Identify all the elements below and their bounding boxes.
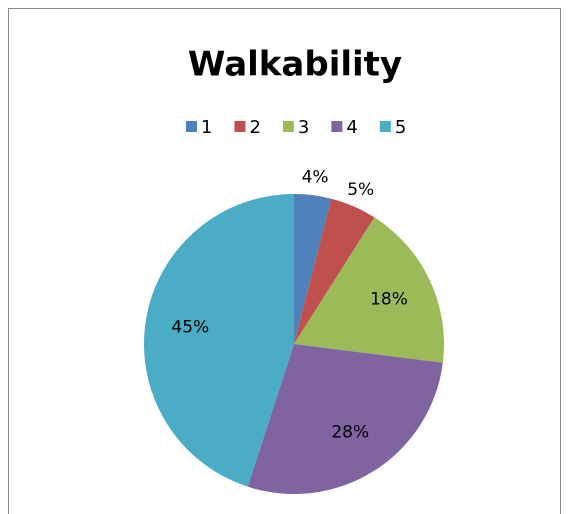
data-label: 18% xyxy=(370,289,408,309)
data-label: 4% xyxy=(302,167,329,187)
legend-label: 3 xyxy=(298,117,309,138)
legend-swatch xyxy=(331,121,343,132)
legend-swatch xyxy=(282,121,294,132)
legend-label: 2 xyxy=(249,117,260,138)
data-label: 28% xyxy=(331,423,369,443)
pie-slice xyxy=(143,194,294,487)
data-label: 45% xyxy=(171,318,209,338)
chart-title: Walkability xyxy=(188,45,402,85)
legend-label: 5 xyxy=(395,117,406,138)
legend-label: 4 xyxy=(346,117,357,138)
legend-label: 1 xyxy=(201,117,212,138)
pie-slice xyxy=(247,344,443,494)
pie-slice xyxy=(294,194,332,344)
legend-swatch xyxy=(186,121,197,132)
pie-slice xyxy=(294,217,444,363)
legend-swatch xyxy=(379,121,391,132)
data-label: 5% xyxy=(347,180,374,200)
pie-slice xyxy=(294,198,375,344)
legend-swatch xyxy=(234,121,246,132)
